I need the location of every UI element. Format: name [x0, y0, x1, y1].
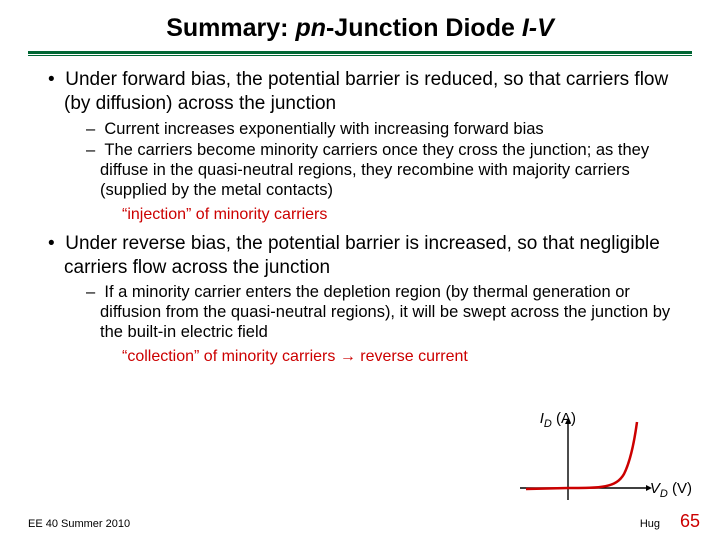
footer-left: EE 40 Summer 2010 — [28, 518, 130, 530]
collection-line: “collection” of minority carriers → reve… — [122, 347, 692, 366]
subbullet-minority-cross: – The carriers become minority carriers … — [86, 141, 692, 200]
footer-right: Hug — [640, 518, 660, 530]
title-iv: I-V — [522, 14, 554, 42]
subbullet-minority-cross-text: The carriers become minority carriers on… — [100, 141, 649, 199]
iv-chart: ID (A) VD (V) — [516, 414, 686, 506]
bullet-forward-bias-text: Under forward bias, the potential barrie… — [64, 69, 668, 114]
arrow-icon: → — [340, 348, 356, 365]
x-label-v: V — [650, 480, 660, 497]
title-pre: Summary: — [166, 14, 295, 42]
page-number: 65 — [680, 511, 700, 532]
x-axis-label: VD (V) — [650, 480, 692, 500]
subbullet-depletion: – If a minority carrier enters the deple… — [86, 283, 692, 342]
y-axis-label: ID (A) — [540, 410, 576, 430]
collection-pre: “collection” of minority carriers — [122, 348, 340, 365]
y-label-unit: (A) — [552, 410, 576, 427]
title-pn: pn — [295, 14, 326, 42]
collection-post: reverse current — [356, 348, 468, 365]
y-label-sub: D — [544, 418, 552, 430]
injection-line: “injection” of minority carriers — [122, 205, 692, 224]
bullet-forward-bias: • Under forward bias, the potential barr… — [48, 68, 692, 116]
subbullet-depletion-text: If a minority carrier enters the depleti… — [100, 283, 670, 341]
title-mid: -Junction Diode — [326, 14, 522, 42]
slide-title: Summary: pn-Junction Diode I-V — [28, 14, 692, 51]
bullet-reverse-bias: • Under reverse bias, the potential barr… — [48, 232, 692, 280]
injection-text: “injection” of minority carriers — [122, 206, 327, 223]
title-rule — [28, 51, 692, 56]
x-label-sub: D — [660, 488, 668, 500]
x-label-unit: (V) — [668, 480, 692, 497]
subbullet-exponential: – Current increases exponentially with i… — [86, 120, 692, 140]
slide: Summary: pn-Junction Diode I-V • Under f… — [0, 0, 720, 540]
bullet-reverse-bias-text: Under reverse bias, the potential barrie… — [64, 233, 660, 278]
subbullet-exponential-text: Current increases exponentially with inc… — [104, 120, 543, 138]
